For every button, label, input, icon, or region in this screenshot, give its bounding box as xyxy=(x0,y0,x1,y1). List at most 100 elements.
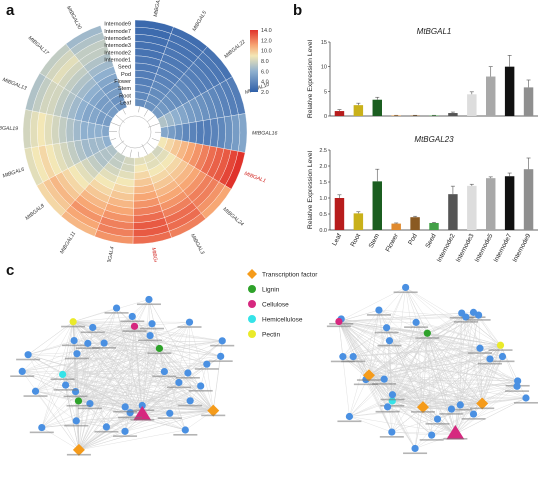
edge xyxy=(338,321,518,387)
edge xyxy=(72,321,88,344)
tissue-label: Internode3 xyxy=(104,43,131,49)
gene-node xyxy=(456,401,464,409)
edge xyxy=(365,379,393,402)
edge xyxy=(349,416,456,435)
edge xyxy=(392,287,406,401)
edge xyxy=(72,321,91,404)
edge xyxy=(427,316,466,334)
node-label-mark xyxy=(113,410,138,413)
x-tick-label: Leaf xyxy=(331,232,343,247)
edge xyxy=(35,391,186,431)
gene-label: MtBGAL23 xyxy=(150,247,160,262)
y-axis-label: Relative Expression Level xyxy=(307,39,314,118)
dendrogram-branch xyxy=(129,149,132,158)
edge xyxy=(41,348,160,428)
dendrogram-branch xyxy=(143,109,149,117)
node-label-mark xyxy=(140,327,165,330)
edge xyxy=(78,385,201,402)
gene-node xyxy=(522,394,530,402)
edge xyxy=(62,348,160,375)
node-label-mark xyxy=(50,378,75,381)
edge xyxy=(28,354,63,375)
legend-marker xyxy=(248,315,256,323)
node-label-mark xyxy=(461,316,486,318)
circular-heatmap: MtBGAL2MtBGAL5MtBGAL22MtBGAL10MtBGAL16Mt… xyxy=(0,0,278,262)
heatmap-cell xyxy=(114,100,128,112)
edge xyxy=(389,333,428,341)
gene-node xyxy=(72,417,80,425)
node-label-mark xyxy=(10,375,35,377)
node-label-mark xyxy=(201,414,226,417)
node-label-mark xyxy=(404,326,429,328)
edge xyxy=(500,345,527,399)
edge xyxy=(455,358,491,435)
colorbar-tick: 12.0 xyxy=(261,38,272,44)
edge xyxy=(75,308,117,392)
gene-node xyxy=(411,444,419,453)
edge xyxy=(65,326,135,386)
edge xyxy=(41,372,188,428)
gene-label: MtBGAL11 xyxy=(59,231,77,256)
edge xyxy=(338,321,424,408)
edge xyxy=(342,309,380,357)
gene-node xyxy=(89,323,97,332)
legend-marker xyxy=(247,269,257,279)
gene-node xyxy=(126,409,134,417)
edge xyxy=(92,327,221,357)
edge xyxy=(338,321,417,323)
edge xyxy=(338,321,490,360)
edge xyxy=(148,299,214,411)
edge xyxy=(392,394,483,404)
gene-label: MtBGAL22 xyxy=(223,39,246,60)
dendrogram-branch xyxy=(121,145,127,155)
edge xyxy=(62,299,150,375)
gene-node xyxy=(59,370,67,379)
bar xyxy=(429,222,439,230)
edge xyxy=(341,318,483,404)
edge xyxy=(349,400,393,417)
tf-node xyxy=(207,404,220,417)
edge xyxy=(415,322,456,435)
edge xyxy=(338,321,344,357)
tissue-label: Internode9 xyxy=(104,22,131,28)
node-label-mark xyxy=(419,439,444,441)
edge xyxy=(422,403,483,408)
edge xyxy=(405,287,518,387)
edge xyxy=(125,385,201,408)
edge xyxy=(22,348,160,372)
gene-node xyxy=(388,391,397,399)
node-label-mark xyxy=(23,395,48,397)
node-label-mark xyxy=(461,418,486,420)
heatmap-cell xyxy=(188,121,198,144)
edge xyxy=(200,364,207,387)
edge xyxy=(338,321,456,435)
edge xyxy=(414,403,483,449)
edge xyxy=(368,375,393,395)
gene-node xyxy=(218,337,226,345)
node-label-mark xyxy=(53,389,78,391)
heatmap-cell xyxy=(195,120,205,145)
chart-title: MtBGAL23 xyxy=(414,135,454,144)
edge xyxy=(62,322,190,375)
node-label-mark xyxy=(16,358,41,361)
node-label-mark xyxy=(92,347,117,349)
node-label-mark xyxy=(157,417,182,419)
edge xyxy=(73,321,221,357)
edge xyxy=(104,342,188,374)
node-label-mark xyxy=(453,321,478,323)
edge xyxy=(41,427,79,451)
node-label-mark xyxy=(94,430,119,433)
gene-node xyxy=(433,415,442,423)
edge xyxy=(89,403,214,411)
edge xyxy=(338,287,406,322)
edge xyxy=(368,375,483,404)
edge xyxy=(104,340,223,344)
y-tick-label: 2.5 xyxy=(319,148,327,154)
gene-node xyxy=(181,426,189,434)
edge xyxy=(422,358,491,408)
node-label-mark xyxy=(136,303,161,306)
edge xyxy=(349,358,491,417)
bar xyxy=(467,185,477,230)
node-label-mark xyxy=(178,404,203,407)
edge xyxy=(392,333,428,402)
